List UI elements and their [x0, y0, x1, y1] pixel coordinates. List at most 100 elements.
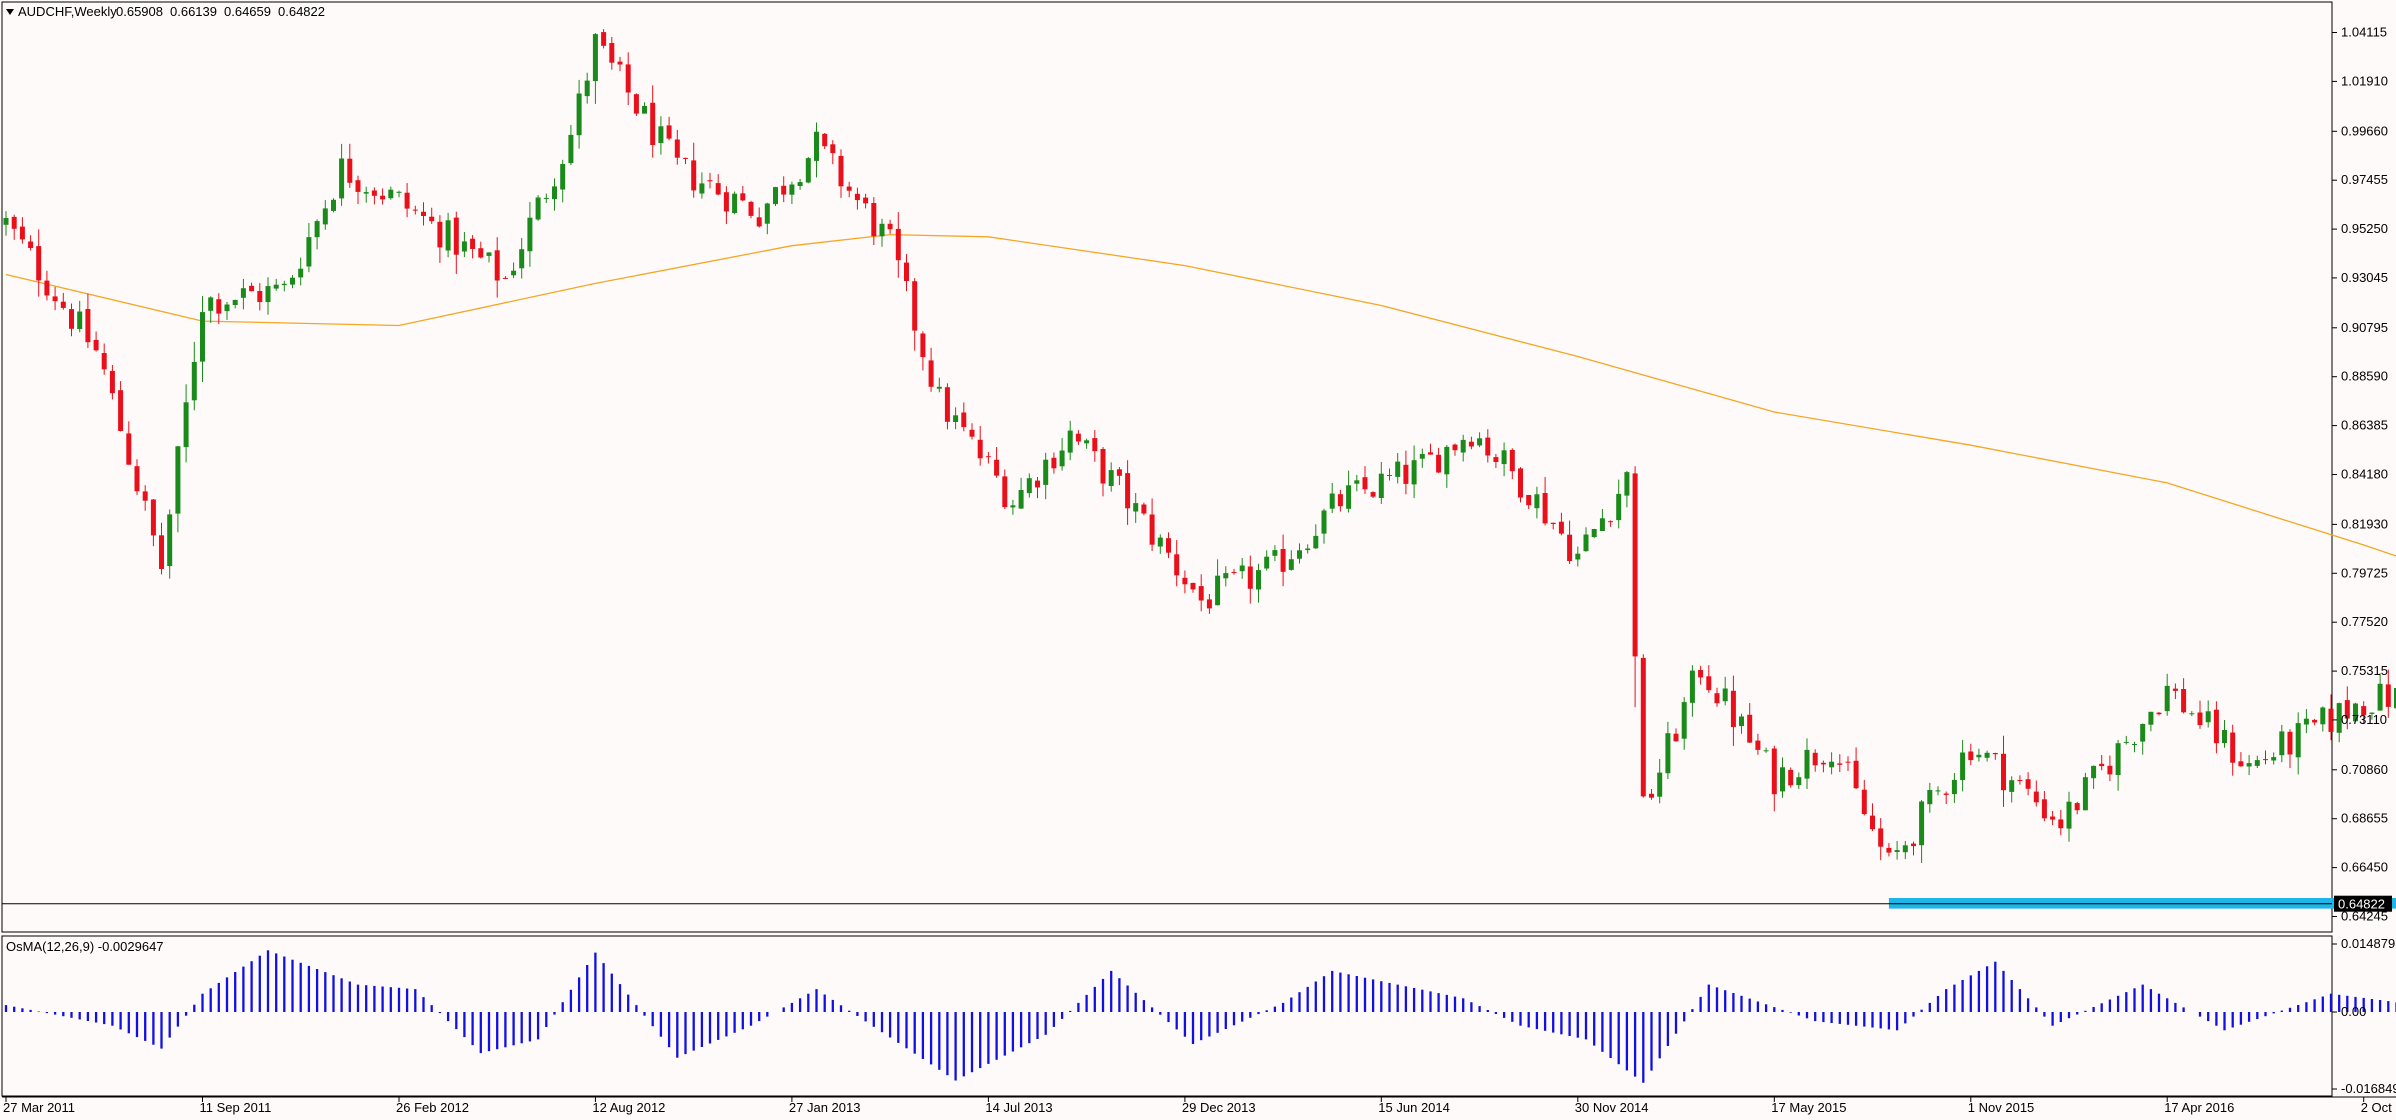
price-tick-label: 0.68655 [2341, 811, 2388, 826]
candle-body [2099, 763, 2105, 767]
candle-body [224, 304, 230, 312]
candle-body [1812, 752, 1818, 766]
candle-body [1460, 439, 1466, 453]
candle-body [904, 262, 909, 281]
candle-body [1059, 450, 1065, 467]
candle-body [2385, 684, 2391, 707]
candle-body [985, 456, 991, 458]
candle-body [1730, 690, 1736, 727]
candle-body [1870, 815, 1875, 830]
candle-body [1182, 577, 1188, 585]
candle-body [1820, 762, 1826, 765]
candle-body [1534, 494, 1540, 509]
price-tick-label: 0.90795 [2341, 320, 2388, 335]
candle-body [331, 199, 336, 211]
dropdown-triangle-icon[interactable] [6, 9, 14, 15]
candle-body [1419, 454, 1425, 459]
candle-body [1845, 761, 1851, 763]
candle-body [2303, 718, 2309, 725]
candle-body [1657, 772, 1663, 797]
candle-body [2328, 708, 2334, 732]
candle-body [1698, 670, 1704, 678]
candle-body [1239, 565, 1245, 572]
candle-body [764, 203, 770, 224]
candle-body [2205, 711, 2211, 723]
candle-body [1125, 473, 1131, 509]
candle-body [2197, 712, 2203, 726]
candle-body [306, 237, 312, 267]
candle-body [380, 195, 386, 200]
candle-body [2312, 719, 2318, 723]
candle-body [52, 296, 58, 302]
candle-body [1558, 521, 1564, 534]
time-tick-label: 17 May 2015 [1771, 1100, 1846, 1115]
candle-body [1452, 444, 1458, 451]
candle-body [895, 228, 901, 261]
candle-body [2279, 731, 2285, 756]
candle-body [1894, 850, 1900, 852]
candle-body [879, 223, 885, 237]
candle-body [1256, 570, 1261, 590]
candle-body [838, 155, 844, 187]
candle-body [1616, 493, 1622, 521]
candle-body [1739, 716, 1744, 727]
candle-body [691, 160, 697, 191]
candle-body [1853, 760, 1859, 789]
chart-header: AUDCHF,Weekly 0.65908 0.66139 0.64659 0.… [6, 4, 325, 19]
candle-body [142, 491, 148, 501]
price-tick-label: 0.73110 [2341, 712, 2387, 727]
candle-body [429, 216, 435, 222]
candle-body [1567, 534, 1573, 561]
candle-body [2271, 757, 2277, 761]
candle-body [388, 189, 394, 199]
time-tick-label: 2 Oct 2016 [2361, 1100, 2396, 1115]
candle-body [2041, 799, 2047, 819]
candle-body [773, 187, 778, 205]
candle-body [1174, 554, 1180, 576]
time-tick-label: 27 Jan 2013 [789, 1100, 861, 1115]
candle-body [1116, 469, 1122, 476]
candle-body [1575, 553, 1581, 560]
candle-body [11, 216, 17, 229]
candle-body [2263, 759, 2268, 761]
candle-body [846, 186, 852, 191]
candle-body [2394, 688, 2396, 709]
candle-body [732, 193, 738, 213]
candle-body [2213, 709, 2219, 744]
price-tick-label: 0.97455 [2341, 172, 2388, 187]
candle-body [1313, 535, 1319, 549]
candle-body [19, 226, 25, 240]
candle-body [1927, 790, 1933, 805]
moving-average-line [5, 233, 2396, 557]
time-tick-label: 26 Feb 2012 [396, 1100, 469, 1115]
candle-body [1673, 733, 1679, 742]
candle-body [1608, 521, 1614, 523]
candle-body [592, 34, 598, 82]
candle-body [1264, 556, 1270, 569]
candle-body [789, 184, 795, 195]
candle-body [2344, 700, 2350, 719]
candle-body [740, 193, 746, 201]
candle-body [1550, 522, 1556, 524]
time-tick-label: 1 Nov 2015 [1968, 1100, 2035, 1115]
candle-body [535, 197, 541, 220]
candle-body [183, 402, 189, 448]
candle-body [2222, 730, 2227, 744]
candle-body [1829, 761, 1835, 768]
price-tick-label: 0.95250 [2341, 221, 2388, 236]
price-tick-label: 0.79725 [2341, 565, 2388, 580]
candle-body [1329, 493, 1335, 509]
price-tick-label: 0.88590 [2341, 369, 2388, 384]
candle-body [830, 144, 836, 154]
candle-body [1411, 460, 1417, 485]
candle-body [2033, 791, 2039, 803]
candle-body [584, 80, 590, 97]
candle-body [1919, 801, 1925, 846]
candle-body [1526, 495, 1532, 506]
candle-body [2123, 741, 2129, 743]
candle-body [1714, 693, 1720, 704]
candle-body [944, 387, 950, 422]
candle-body [543, 197, 549, 199]
